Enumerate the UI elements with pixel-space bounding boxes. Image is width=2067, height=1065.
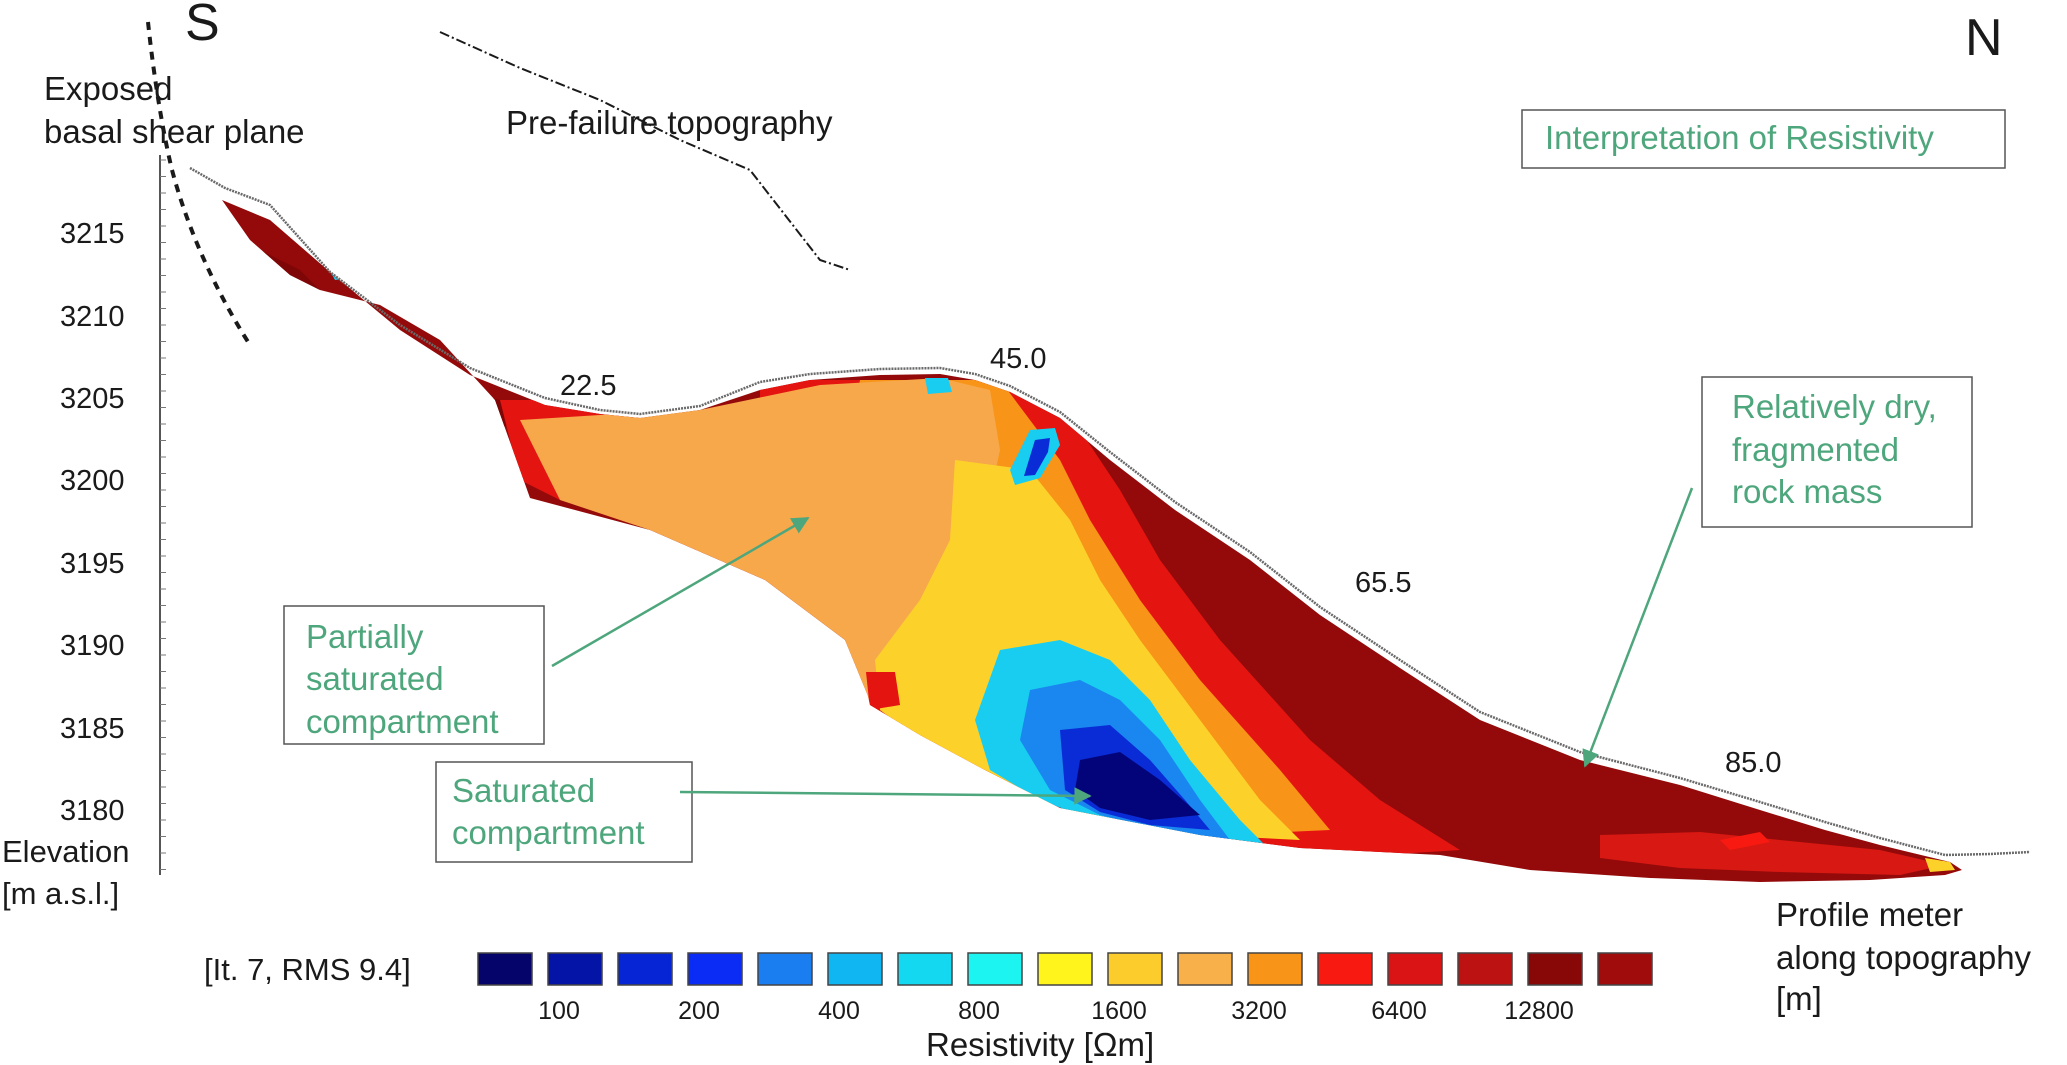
basal-shear-plane-line <box>146 21 252 347</box>
resistivity-colorbar: [It. 7, RMS 9.4] 100 200 400 800 1600 3200 640… <box>204 952 1653 1063</box>
saturated-arrow <box>679 787 1092 805</box>
right-red-lens <box>1600 832 1945 875</box>
colorbar-swatch <box>967 952 1023 986</box>
south-label: S <box>185 0 220 52</box>
colorbar-title: Resistivity [Ωm] <box>926 1026 1154 1063</box>
elevation-tick-3180: 3180 <box>60 795 125 827</box>
colorbar-tick-label: 3200 <box>1231 997 1287 1025</box>
saturated-navy-core <box>1075 752 1200 820</box>
profile-axis-label-line2: along topography <box>1776 939 2032 976</box>
dry-rock-label-line3: rock mass <box>1732 473 1882 510</box>
colorbar-swatches <box>477 952 1653 986</box>
elevation-axis: 3215 3210 3205 3200 3195 3190 3185 3180 … <box>2 155 166 911</box>
colorbar-tick-label: 200 <box>678 997 720 1025</box>
iteration-label: [It. 7, RMS 9.4] <box>204 952 411 987</box>
topography-line <box>189 166 2031 857</box>
profile-marker-45-0: 45.0 <box>990 343 1046 375</box>
elevation-tick-3190: 3190 <box>60 630 125 662</box>
partially-saturated-arrow <box>551 516 810 668</box>
partially-saturated-label-line2: saturated <box>306 660 444 697</box>
colorbar-swatch <box>1387 952 1443 986</box>
elevation-tick-3200: 3200 <box>60 465 125 497</box>
colorbar-swatch <box>827 952 883 986</box>
partially-saturated-orange-zone <box>520 378 1000 705</box>
colorbar-swatch <box>1317 952 1373 986</box>
basal-shear-label-line2: basal shear plane <box>44 113 305 150</box>
colorbar-swatch <box>1457 952 1513 986</box>
pre-failure-topography-line <box>439 31 851 271</box>
colorbar-swatch <box>1037 952 1093 986</box>
colorbar-tick-label: 1600 <box>1091 997 1147 1025</box>
elevation-label-line2: [m a.s.l.] <box>2 876 119 911</box>
dry-rock-box <box>1701 376 1973 528</box>
colorbar-swatch <box>1247 952 1303 986</box>
top-blue-anomaly <box>1024 438 1050 476</box>
profile-axis-label-line3: [m] <box>1776 980 1822 1017</box>
colorbar-tick-label: 400 <box>818 997 860 1025</box>
colorbar-tick-label: 6400 <box>1371 997 1427 1025</box>
colorbar-tick-label: 100 <box>538 997 580 1025</box>
colorbar-tick-labels: 100 200 400 800 1600 3200 6400 12800 <box>538 997 1574 1025</box>
partially-saturated-label-line1: Partially <box>306 618 424 655</box>
profile-axis-label-line1: Profile meter <box>1776 896 1963 933</box>
dry-rock-label-line2: fragmented <box>1732 431 1899 468</box>
pre-failure-label: Pre-failure topography <box>506 104 833 141</box>
saturated-label-line2: compartment <box>452 814 645 851</box>
colorbar-swatch <box>617 952 673 986</box>
deep-maroon-left-zone <box>240 240 540 440</box>
elevation-axis-minor-ticks <box>160 159 166 870</box>
profile-marker-85-0: 85.0 <box>1725 747 1781 779</box>
profile-marker-22-5: 22.5 <box>560 370 616 402</box>
small-red-lens <box>1720 832 1770 850</box>
toe-yellow-spot <box>1925 858 1955 872</box>
crest-cyan-spot <box>925 378 952 394</box>
elevation-tick-3205: 3205 <box>60 383 125 415</box>
saturated-box <box>435 761 693 863</box>
partially-saturated-label-line3: compartment <box>306 703 499 740</box>
partially-saturated-box <box>283 605 545 745</box>
colorbar-swatch <box>757 952 813 986</box>
colorbar-swatch <box>1527 952 1583 986</box>
colorbar-swatch <box>477 952 533 986</box>
elevation-tick-3215: 3215 <box>60 218 125 250</box>
colorbar-tick-label: 800 <box>958 997 1000 1025</box>
interpretation-title-box <box>1521 109 2006 169</box>
dry-rock-label-line1: Relatively dry, <box>1732 388 1937 425</box>
colorbar-swatch <box>1177 952 1233 986</box>
elevation-tick-3185: 3185 <box>60 713 125 745</box>
lower-left-red-pocket <box>866 672 900 710</box>
elevation-label-line1: Elevation <box>2 834 130 869</box>
dry-rock-arrow <box>1582 487 1694 768</box>
colorbar-swatch <box>897 952 953 986</box>
yellow-zone <box>875 460 1300 840</box>
elevation-tick-3195: 3195 <box>60 548 125 580</box>
colorbar-swatch <box>547 952 603 986</box>
basal-shear-label-line1: Exposed <box>44 70 172 107</box>
saturated-label-line1: Saturated <box>452 772 595 809</box>
interpretation-title: Interpretation of Resistivity <box>1545 119 1934 156</box>
colorbar-swatch <box>1107 952 1163 986</box>
colorbar-swatch <box>687 952 743 986</box>
north-label: N <box>1965 9 2003 67</box>
colorbar-swatch <box>1597 952 1653 986</box>
profile-marker-65-5: 65.5 <box>1355 567 1411 599</box>
elevation-tick-3210: 3210 <box>60 301 125 333</box>
colorbar-tick-label: 12800 <box>1504 997 1574 1025</box>
